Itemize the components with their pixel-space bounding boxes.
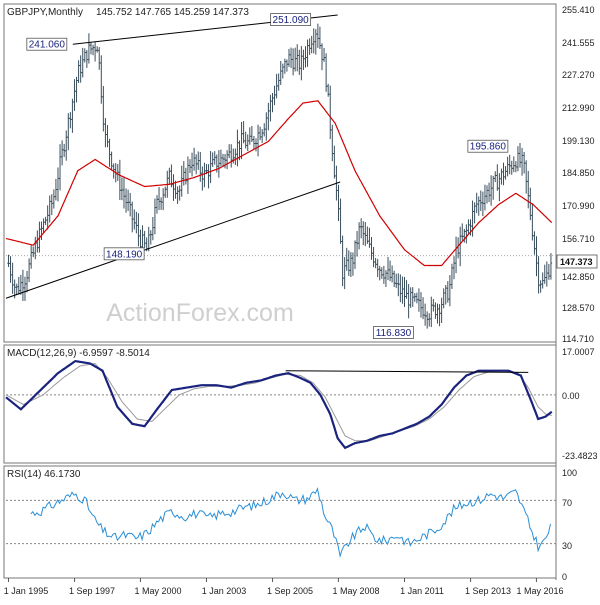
price-ytick-label: 227.270 bbox=[562, 70, 595, 80]
rsi-ytick-label: 30 bbox=[562, 541, 572, 551]
macd-ytick-label: 17.0007 bbox=[562, 347, 595, 357]
xtick-label: 1 Jan 2003 bbox=[202, 586, 247, 596]
price-callout-box bbox=[103, 247, 145, 261]
xtick-label: 1 Jan 2011 bbox=[400, 586, 444, 596]
xtick-label: 1 Sep 2005 bbox=[267, 586, 313, 596]
moving-average-line bbox=[5, 100, 553, 267]
price-ytick-label: 184.850 bbox=[562, 168, 595, 178]
price-ytick-label: 128.570 bbox=[562, 303, 595, 313]
macd-label: MACD(12,26,9) -6.9597 -8.5014 bbox=[7, 348, 150, 359]
price-ytick-label: 199.130 bbox=[562, 136, 595, 146]
price-ytick-label: 170.990 bbox=[562, 201, 595, 211]
price-ytick-label: 156.710 bbox=[562, 234, 595, 244]
price-callout-box bbox=[270, 13, 312, 26]
xtick-label: 1 Jan 1995 bbox=[4, 586, 49, 596]
price-ytick-label: 212.990 bbox=[562, 103, 595, 113]
xtick-label: 1 May 2000 bbox=[134, 586, 181, 596]
rsi-ytick-label: 100 bbox=[562, 468, 577, 478]
rsi-label: RSI(14) 46.1730 bbox=[7, 469, 81, 480]
price-ytick-label: 114.710 bbox=[562, 334, 594, 344]
price-callout-label: 251.090 bbox=[273, 15, 310, 26]
price-callout-box bbox=[26, 37, 68, 51]
price-ytick-label: 255.410 bbox=[562, 5, 595, 15]
price-callout-box bbox=[373, 326, 414, 339]
xtick-label: 1 Sep 1997 bbox=[69, 586, 115, 596]
price-callout-label: 116.830 bbox=[376, 328, 412, 339]
rsi-ytick-label: 70 bbox=[562, 498, 572, 508]
macd-ytick-label: -23.4823 bbox=[562, 451, 598, 461]
last-price-label: 147.373 bbox=[560, 257, 593, 267]
price-callout-box bbox=[467, 139, 509, 153]
last-price-marker bbox=[556, 254, 598, 269]
rsi-ytick-label: 0 bbox=[562, 572, 567, 582]
rsi-line bbox=[30, 487, 551, 558]
watermark: ActionForex.com bbox=[106, 299, 294, 327]
ohlc-label: 145.752 147.765 145.259 147.373 bbox=[96, 7, 249, 18]
price-ytick-label: 142.850 bbox=[562, 272, 595, 282]
macd-line bbox=[5, 359, 553, 450]
xtick-label: 1 May 2016 bbox=[516, 586, 563, 596]
trendline bbox=[5, 181, 341, 299]
price-ytick-label: 241.555 bbox=[562, 38, 595, 48]
price-callout-label: 241.060 bbox=[29, 40, 66, 51]
macd-ytick-label: 0.00 bbox=[562, 391, 580, 401]
price-callout-label: 148.190 bbox=[106, 249, 143, 260]
symbol-label: GBPJPY,Monthly bbox=[7, 7, 83, 18]
xtick-label: 1 May 2008 bbox=[332, 586, 379, 596]
macd-trendline bbox=[285, 370, 529, 373]
xtick-label: 1 Sep 2013 bbox=[465, 586, 511, 596]
price-callout-label: 195.860 bbox=[470, 142, 507, 153]
